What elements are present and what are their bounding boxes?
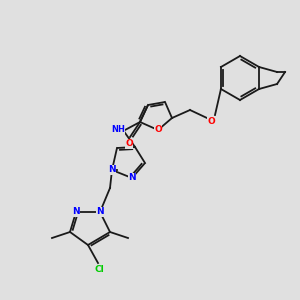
Text: Cl: Cl <box>94 266 104 274</box>
Text: N: N <box>72 208 80 217</box>
Text: NH: NH <box>111 125 125 134</box>
Text: N: N <box>108 166 116 175</box>
Text: O: O <box>154 125 162 134</box>
Text: O: O <box>207 116 215 125</box>
Text: N: N <box>96 208 104 217</box>
Text: N: N <box>128 173 136 182</box>
Text: O: O <box>125 140 133 148</box>
